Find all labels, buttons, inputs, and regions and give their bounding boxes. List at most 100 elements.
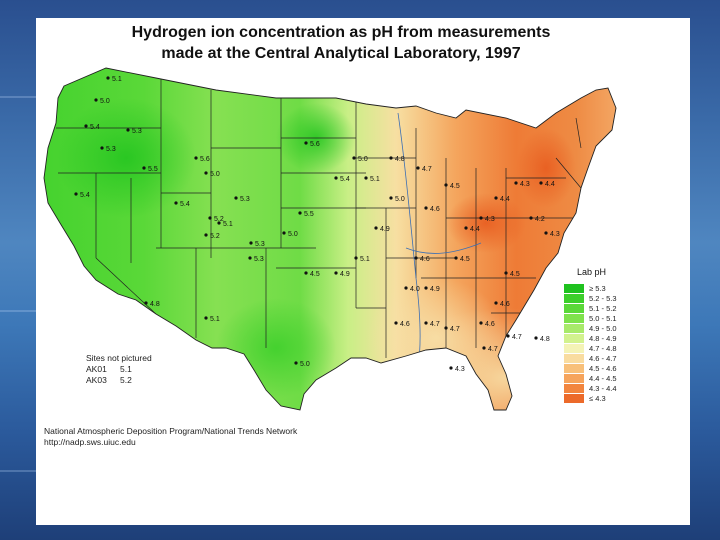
site-markers: 5.15.05.45.35.35.45.55.65.05.65.45.15.25…: [74, 76, 560, 373]
legend-swatch: [564, 343, 584, 353]
legend-entry: 5.1 - 5.2: [564, 303, 634, 313]
legend-entry: 4.6 - 4.7: [564, 353, 634, 363]
site-dot: [304, 271, 308, 275]
map-title-line2: made at the Central Analytical Laborator…: [161, 45, 521, 62]
site-dot: [354, 256, 358, 260]
site-value-label: 5.5: [148, 166, 158, 173]
site-dot: [482, 346, 486, 350]
site-dot: [304, 141, 308, 145]
site-value-label: 4.4: [470, 226, 480, 233]
legend-entry: ≥ 5.3: [564, 283, 634, 293]
site-dot: [374, 226, 378, 230]
site-value-label: 5.3: [106, 146, 116, 153]
site-value-label: 5.4: [180, 201, 190, 208]
site-value-label: 5.0: [100, 98, 110, 105]
site-value-label: 5.5: [304, 211, 314, 218]
site-value-label: 4.6: [400, 321, 410, 328]
site-dot: [248, 256, 252, 260]
site-dot: [389, 196, 393, 200]
background-streak: [0, 470, 36, 472]
site-value-label: 4.6: [500, 301, 510, 308]
legend-swatch: [564, 303, 584, 313]
site-value-label: 5.0: [300, 361, 310, 368]
site-value-label: 5.0: [358, 156, 368, 163]
site-value-label: 4.7: [488, 346, 498, 353]
site-value-label: 5.0: [395, 196, 405, 203]
site-dot: [414, 256, 418, 260]
site-dot: [334, 176, 338, 180]
site-value-label: 4.5: [510, 271, 520, 278]
site-dot: [174, 201, 178, 205]
site-dot: [84, 124, 88, 128]
legend-swatch: [564, 323, 584, 333]
site-dot: [529, 216, 533, 220]
site-value-label: 4.6: [485, 321, 495, 328]
credit-line2: http://nadp.sws.uiuc.edu: [44, 437, 136, 447]
site-value-label: 5.6: [200, 156, 210, 163]
site-value-label: 4.4: [545, 181, 555, 188]
site-value-label: 5.1: [360, 256, 370, 263]
legend-entry: ≤ 4.3: [564, 393, 634, 403]
legend-swatch: [564, 293, 584, 303]
slide-card: Hydrogen ion concentration as pH from me…: [36, 18, 690, 525]
legend-label: 4.4 - 4.5: [589, 373, 617, 383]
background-streak: [0, 96, 40, 98]
legend-swatch: [564, 353, 584, 363]
background-streak: [0, 310, 36, 312]
legend-swatch: [564, 313, 584, 323]
us-outline: [43, 67, 617, 411]
site-dot: [494, 301, 498, 305]
site-dot: [534, 336, 538, 340]
site-dot: [444, 183, 448, 187]
site-dot: [449, 366, 453, 370]
site-dot: [126, 128, 130, 132]
legend-entry: 5.2 - 5.3: [564, 293, 634, 303]
site-dot: [298, 211, 302, 215]
legend-swatch: [564, 363, 584, 373]
site-value-label: 5.3: [240, 196, 250, 203]
site-value-label: 4.3: [485, 216, 495, 223]
site-value-label: 4.7: [512, 334, 522, 341]
site-value: 5.2: [120, 375, 132, 385]
site-dot: [394, 321, 398, 325]
site-dot: [234, 196, 238, 200]
site-value-label: 4.8: [150, 301, 160, 308]
site-dot: [389, 156, 393, 160]
site-value-label: 5.0: [210, 171, 220, 178]
site-dot: [364, 176, 368, 180]
site-dot: [504, 271, 508, 275]
legend-label: 4.5 - 4.6: [589, 363, 617, 373]
site-id: AK03: [86, 375, 107, 385]
site-value-label: 5.0: [288, 231, 298, 238]
rivers: [397, 112, 482, 369]
legend-entry: 4.7 - 4.8: [564, 343, 634, 353]
site-value-label: 5.4: [90, 124, 100, 131]
site-dot: [204, 316, 208, 320]
map-title: Hydrogen ion concentration as pH from me…: [36, 22, 646, 64]
site-value-label: 4.4: [500, 196, 510, 203]
site-dot: [282, 231, 286, 235]
site-value-label: 4.7: [430, 321, 440, 328]
legend-swatch: [564, 333, 584, 343]
site-dot: [204, 171, 208, 175]
site-value-label: 5.4: [340, 176, 350, 183]
site-value-label: 4.2: [535, 216, 545, 223]
legend-label: 5.1 - 5.2: [589, 303, 617, 313]
legend-label: 4.3 - 4.4: [589, 383, 617, 393]
site-dot: [424, 321, 428, 325]
site-dot: [424, 286, 428, 290]
legend-label: ≤ 4.3: [589, 393, 606, 403]
site-dot: [100, 146, 104, 150]
legend-label: 4.8 - 4.9: [589, 333, 617, 343]
site-dot: [404, 286, 408, 290]
site-value-label: 4.5: [450, 183, 460, 190]
site-dot: [539, 181, 543, 185]
legend-label: ≥ 5.3: [589, 283, 606, 293]
site-value-label: 4.9: [340, 271, 350, 278]
sites-not-pictured: Sites not pictured AK01 5.1 AK03 5.2: [86, 353, 152, 386]
legend-entry: 4.8 - 4.9: [564, 333, 634, 343]
site-value-label: 4.3: [520, 181, 530, 188]
legend-label: 5.2 - 5.3: [589, 293, 617, 303]
site-dot: [334, 271, 338, 275]
site-dot: [204, 233, 208, 237]
